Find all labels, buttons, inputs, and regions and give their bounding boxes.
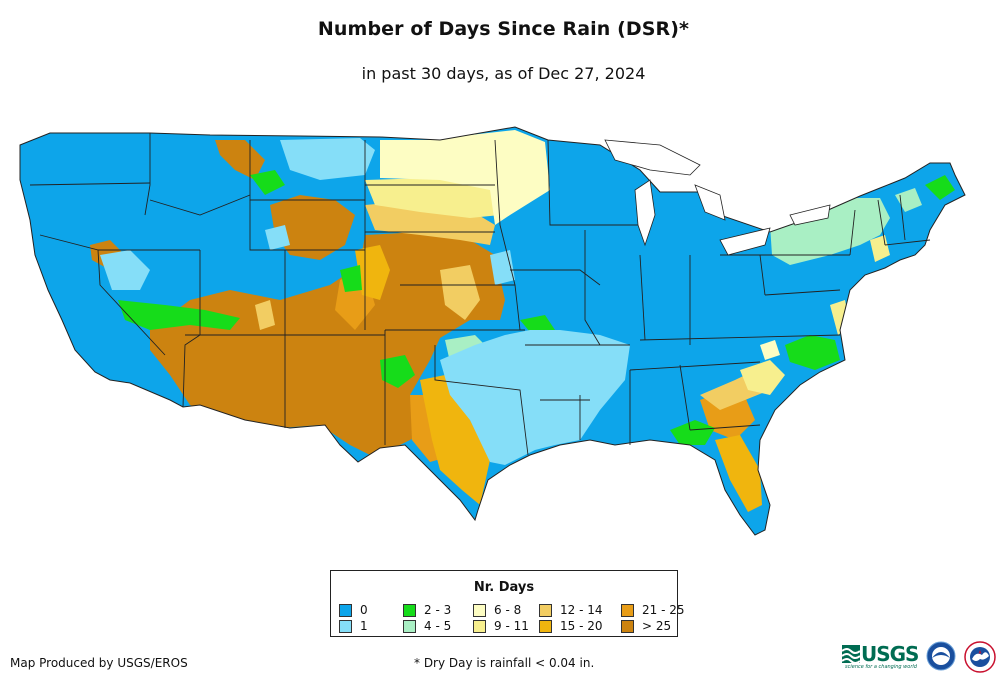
legend-swatch bbox=[473, 604, 486, 617]
usgs-wordmark: USGS bbox=[861, 642, 919, 666]
legend-swatch bbox=[403, 620, 416, 633]
state-borders bbox=[29, 133, 931, 456]
legend-label: 6 - 8 bbox=[494, 603, 522, 617]
legend-item: 15 - 20 bbox=[539, 620, 603, 633]
usgs-wave-icon bbox=[842, 645, 860, 663]
legend-item: 1 bbox=[339, 620, 368, 633]
usgs-tagline: science for a changing world bbox=[845, 664, 917, 670]
footnote-text: * Dry Day is rainfall < 0.04 in. bbox=[414, 656, 595, 670]
usgs-logo: USGS science for a changing world bbox=[842, 642, 919, 670]
legend-item: 9 - 11 bbox=[473, 620, 529, 633]
legend-label: 21 - 25 bbox=[642, 603, 685, 617]
legend-swatch bbox=[539, 604, 552, 617]
legend-title: Nr. Days bbox=[473, 580, 535, 595]
legend-item: 6 - 8 bbox=[473, 604, 521, 617]
legend-item: 4 - 5 bbox=[403, 620, 451, 633]
legend-swatch bbox=[621, 620, 634, 633]
legend-swatch bbox=[539, 620, 552, 633]
legend-swatch bbox=[339, 604, 352, 617]
legend-label: 0 bbox=[360, 603, 368, 617]
credit-text: Map Produced by USGS/EROS bbox=[10, 656, 188, 670]
legend-swatch bbox=[621, 604, 634, 617]
legend-label: > 25 bbox=[642, 619, 672, 633]
legend-label: 9 - 11 bbox=[494, 619, 529, 633]
noaa-logo-icon bbox=[926, 641, 956, 671]
legend-item: > 25 bbox=[621, 620, 671, 633]
agency-logos: USGS science for a changing world bbox=[842, 640, 1002, 674]
legend-label: 12 - 14 bbox=[560, 603, 603, 617]
legend-swatch bbox=[339, 620, 352, 633]
legend-label: 2 - 3 bbox=[424, 603, 452, 617]
legend-item: 12 - 14 bbox=[539, 604, 603, 617]
map-title: Number of Days Since Rain (DSR)* bbox=[317, 18, 690, 40]
map-subtitle: in past 30 days, as of Dec 27, 2024 bbox=[361, 64, 646, 83]
legend-label: 15 - 20 bbox=[560, 619, 603, 633]
legend-label: 4 - 5 bbox=[424, 619, 452, 633]
nws-logo-icon bbox=[964, 641, 996, 673]
legend-swatch bbox=[403, 604, 416, 617]
great-lakes bbox=[604, 139, 831, 256]
us-dsr-map bbox=[19, 126, 966, 536]
legend-label: 1 bbox=[360, 619, 368, 633]
legend-item: 2 - 3 bbox=[403, 604, 451, 617]
legend-item: 21 - 25 bbox=[621, 604, 685, 617]
legend-swatch bbox=[473, 620, 486, 633]
legend-item: 0 bbox=[339, 604, 368, 617]
legend: Nr. Days 0 1 2 - 3 4 - 5 6 - 8 9 - 11 12 - 14 1… bbox=[330, 570, 685, 637]
